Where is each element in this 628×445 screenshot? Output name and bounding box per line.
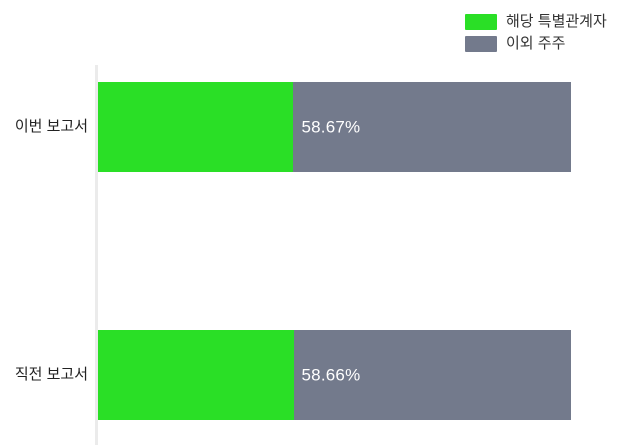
bar-value-label-0: 58.67% <box>301 117 361 137</box>
axis-tick-label-1: 직전 보고서 <box>14 366 88 383</box>
legend-swatch-gray-icon <box>465 36 497 52</box>
bar-segment-green-0[interactable] <box>98 82 294 172</box>
bar-track-1: 58.66% <box>98 330 571 420</box>
bar-row-0: 58.67% <box>98 82 571 172</box>
legend-label-0: 해당 특별관계자 <box>506 13 607 30</box>
legend-item-0[interactable]: 해당 특별관계자 <box>465 11 628 33</box>
bar-track-0: 58.67% <box>98 82 571 172</box>
bar-segment-green-1[interactable] <box>98 330 294 420</box>
bar-segment-gray-0[interactable]: 58.67% <box>293 82 571 172</box>
legend-label-1: 이외 주주 <box>506 35 566 52</box>
legend-swatch-green-icon <box>465 14 497 30</box>
chart-legend: 해당 특별관계자 이외 주주 <box>465 11 628 55</box>
bar-row-1: 58.66% <box>98 330 571 420</box>
category-axis-line <box>95 65 98 445</box>
bar-value-label-1: 58.66% <box>301 365 361 385</box>
axis-tick-label-0: 이번 보고서 <box>14 118 88 135</box>
legend-item-1[interactable]: 이외 주주 <box>465 33 628 55</box>
bar-segment-gray-1[interactable]: 58.66% <box>293 330 571 420</box>
